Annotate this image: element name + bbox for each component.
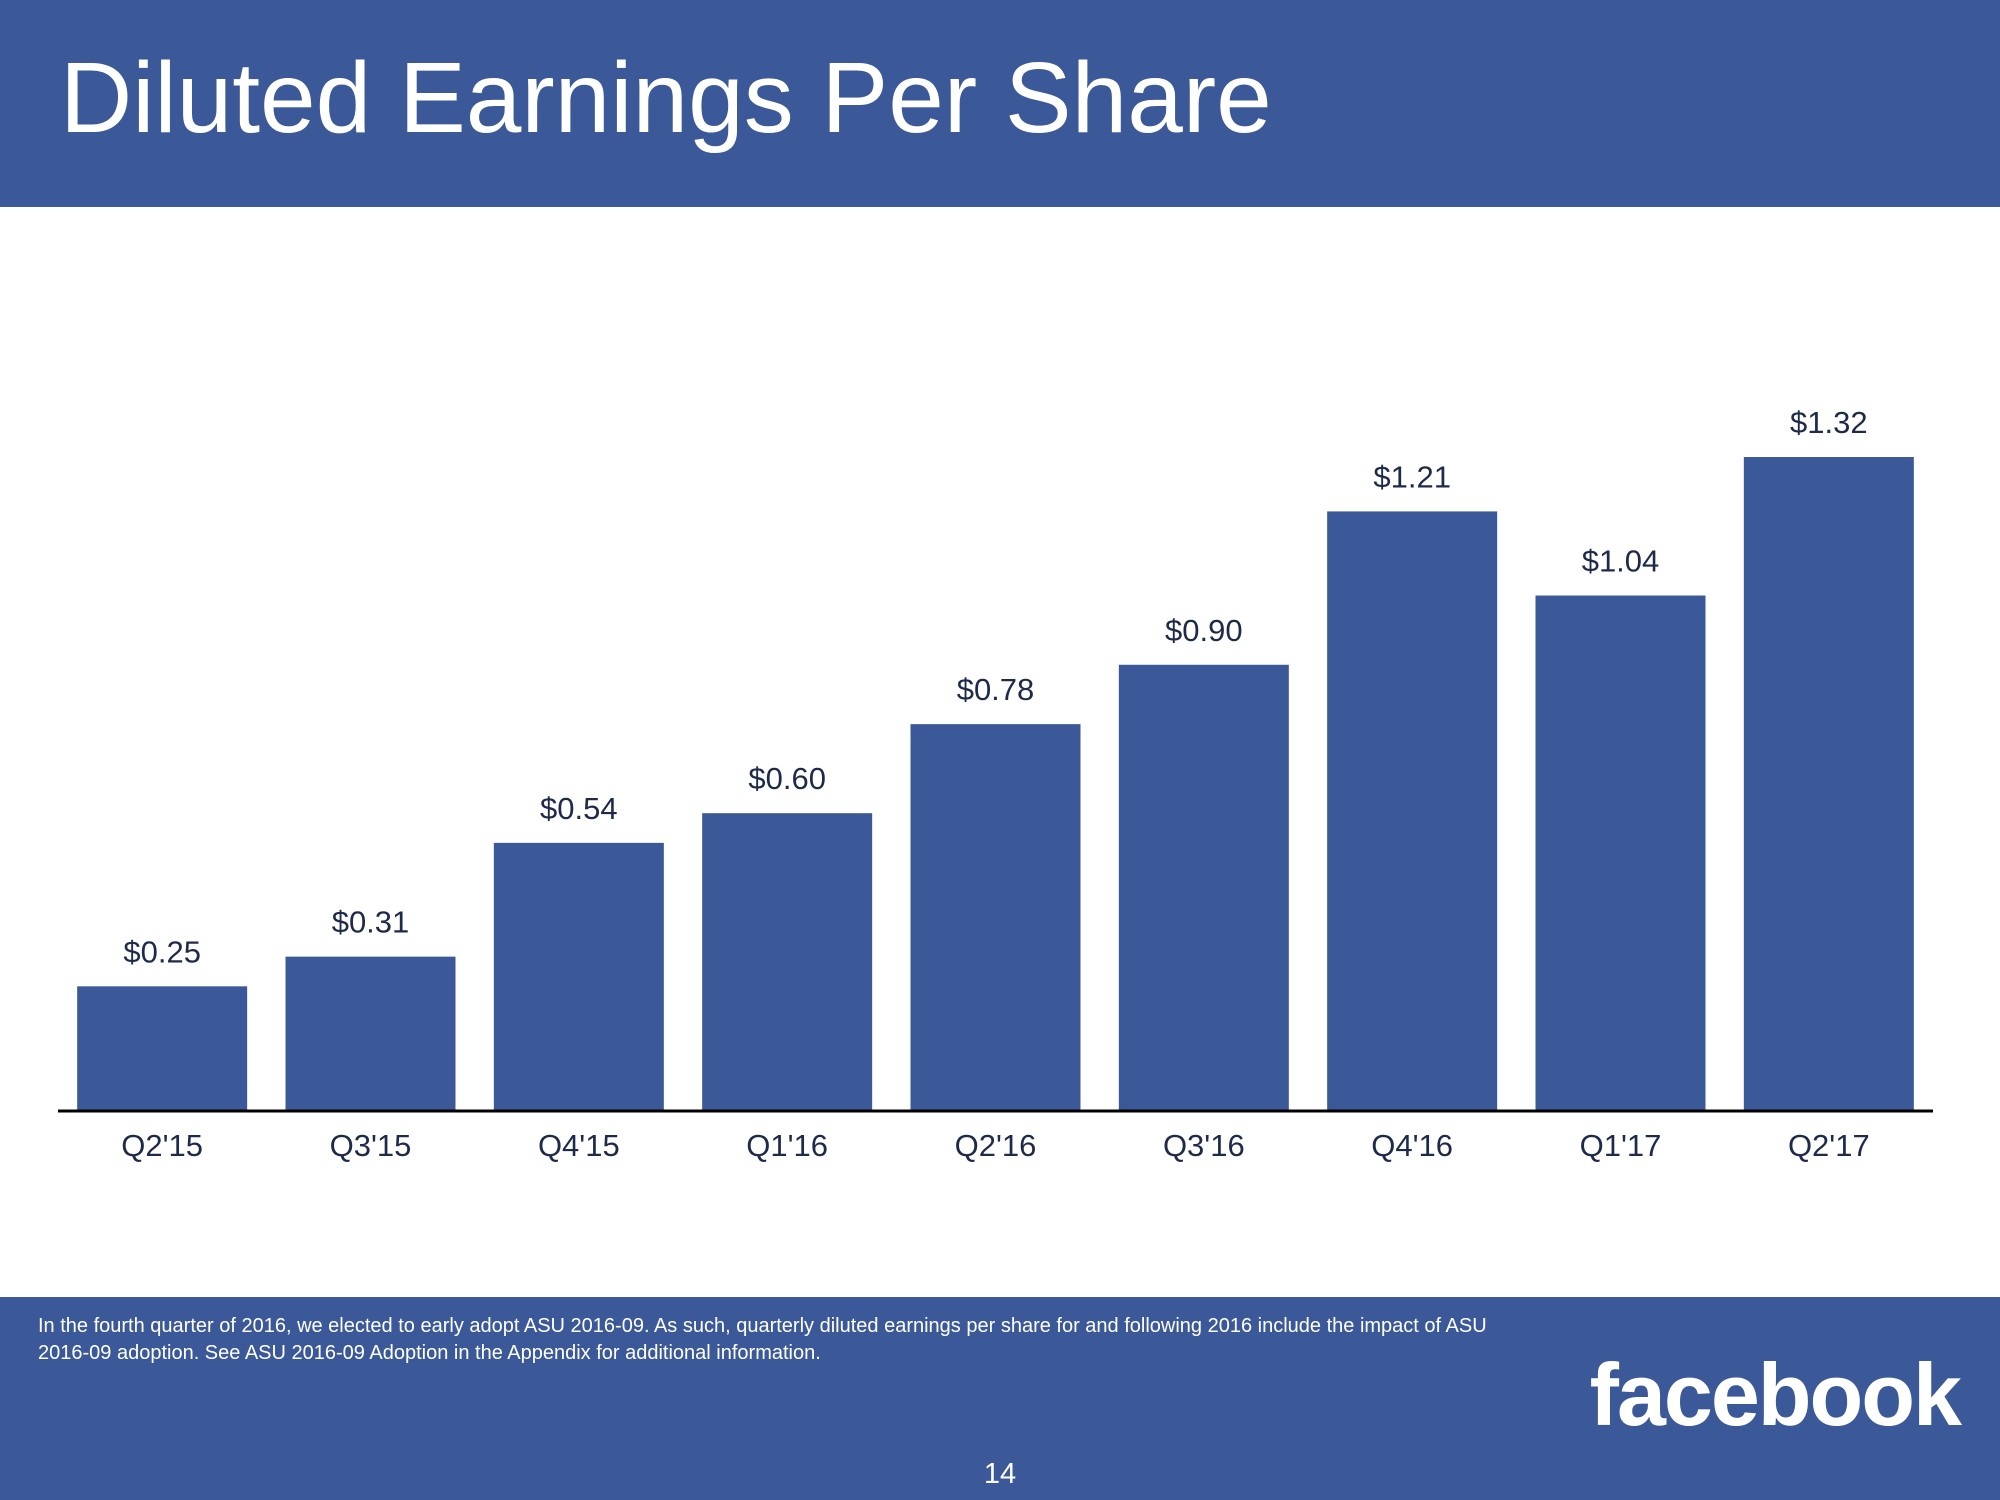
bar-Q2'16 bbox=[910, 724, 1081, 1110]
x-tick-label: Q4'15 bbox=[538, 1128, 620, 1163]
x-tick-label: Q2'16 bbox=[955, 1128, 1037, 1163]
page-number: 14 bbox=[983, 1458, 1017, 1490]
x-tick-label: Q4'16 bbox=[1371, 1128, 1453, 1163]
bar-Q1'16 bbox=[702, 813, 873, 1110]
x-tick-label: Q3'15 bbox=[330, 1128, 412, 1163]
data-label: $0.31 bbox=[332, 905, 410, 940]
bar-Q3'15 bbox=[285, 956, 456, 1110]
data-label: $0.60 bbox=[748, 761, 826, 796]
bar-Q3'16 bbox=[1118, 664, 1289, 1110]
data-label: $0.54 bbox=[540, 791, 618, 826]
bar-Q2'15 bbox=[77, 986, 248, 1110]
bar-Q4'15 bbox=[493, 842, 664, 1110]
data-label: $0.25 bbox=[123, 934, 201, 969]
data-label: $0.90 bbox=[1165, 613, 1243, 648]
bar-Q4'16 bbox=[1327, 511, 1498, 1111]
data-label: $0.78 bbox=[957, 672, 1035, 707]
bar-Q2'17 bbox=[1743, 457, 1914, 1110]
data-label: $1.04 bbox=[1582, 544, 1660, 579]
footnote: In the fourth quarter of 2016, we electe… bbox=[38, 1315, 1487, 1364]
x-tick-label: Q1'16 bbox=[746, 1128, 828, 1163]
x-tick-label: Q2'17 bbox=[1788, 1128, 1870, 1163]
footer-bar: In the fourth quarter of 2016, we electe… bbox=[0, 1297, 2000, 1500]
title-bar: Diluted Earnings Per Share bbox=[0, 0, 2000, 207]
x-tick-label: Q3'16 bbox=[1163, 1128, 1245, 1163]
x-tick-label: Q2'15 bbox=[121, 1128, 203, 1163]
facebook-logo: facebook bbox=[1589, 1345, 1962, 1444]
data-label: $1.32 bbox=[1790, 405, 1868, 440]
eps-bar-chart: $0.25 Q2'15 $0.31 Q3'15 $0.54 Q4'15 $0.60 Q1'16… bbox=[58, 405, 1933, 1163]
x-tick-label: Q1'17 bbox=[1580, 1128, 1662, 1163]
data-label: $1.21 bbox=[1373, 459, 1451, 494]
bar-Q1'17 bbox=[1535, 595, 1706, 1110]
page-title: Diluted Earnings Per Share bbox=[60, 42, 1272, 154]
